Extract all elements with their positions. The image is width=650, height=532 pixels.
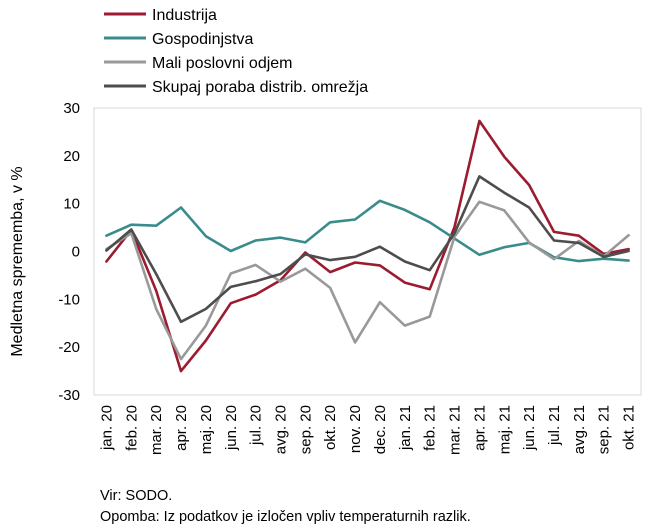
legend-label: Industrija [152, 7, 217, 24]
y-tick-label: -20 [58, 339, 80, 356]
y-tick-label: 10 [63, 196, 80, 213]
legend: Industrija Gospodinjstva Mali poslovni odj… [104, 7, 368, 96]
x-tick-label: sep. 20 [297, 405, 314, 454]
y-tick-label: -30 [58, 387, 80, 404]
x-tick-label: apr. 21 [471, 405, 488, 451]
x-tick-label: mar. 20 [148, 405, 165, 455]
x-tick-label: jun. 21 [521, 405, 538, 451]
x-tick-label: okt. 21 [621, 405, 638, 450]
legend-label: Skupaj poraba distrib. omrežja [152, 79, 368, 96]
x-tick-label: jul. 21 [546, 405, 563, 446]
legend-label: Gospodinjstva [152, 31, 253, 48]
x-tick-label: dec. 20 [372, 405, 389, 454]
x-tick-label: nov. 20 [347, 405, 364, 453]
y-tick-label: 30 [63, 100, 80, 117]
y-tick-label: -10 [58, 291, 80, 308]
x-tick-label: jan. 20 [98, 405, 115, 451]
x-tick-label: apr. 20 [173, 405, 190, 451]
legend-label: Mali poslovni odjem [152, 55, 293, 72]
y-tick-label: 0 [72, 244, 80, 261]
x-tick-label: jun. 20 [223, 405, 240, 451]
plot-area: 30 20 10 0 -10 -20 -30 jan. 20 feb. 20 mar. 20 apr… [58, 100, 642, 455]
x-tick-label: okt. 20 [322, 405, 339, 450]
x-tick-label: feb. 20 [123, 405, 140, 451]
plot-frame [93, 107, 642, 396]
x-tick-label: maj. 21 [496, 405, 513, 454]
series-line-3 [105, 175, 630, 324]
x-tick-label: avg. 20 [272, 405, 289, 454]
x-tick-label: jan. 21 [397, 405, 414, 451]
x-tick-label: sep. 21 [596, 405, 613, 454]
x-tick-label: feb. 21 [422, 405, 439, 451]
source-note: Vir: SODO. [100, 488, 173, 504]
series-line-0 [105, 119, 630, 373]
x-tick-label: maj. 20 [198, 405, 215, 454]
y-tick-label: 20 [63, 148, 80, 165]
footnote: Opomba: Iz podatkov je izločen vpliv tem… [100, 509, 471, 525]
y-axis-title: Medletna sprememba, v % [9, 166, 26, 356]
series-line-2 [105, 200, 630, 361]
x-tick-label: mar. 21 [447, 405, 464, 455]
x-tick-label: jul. 20 [248, 405, 265, 446]
x-tick-label: avg. 21 [571, 405, 588, 454]
